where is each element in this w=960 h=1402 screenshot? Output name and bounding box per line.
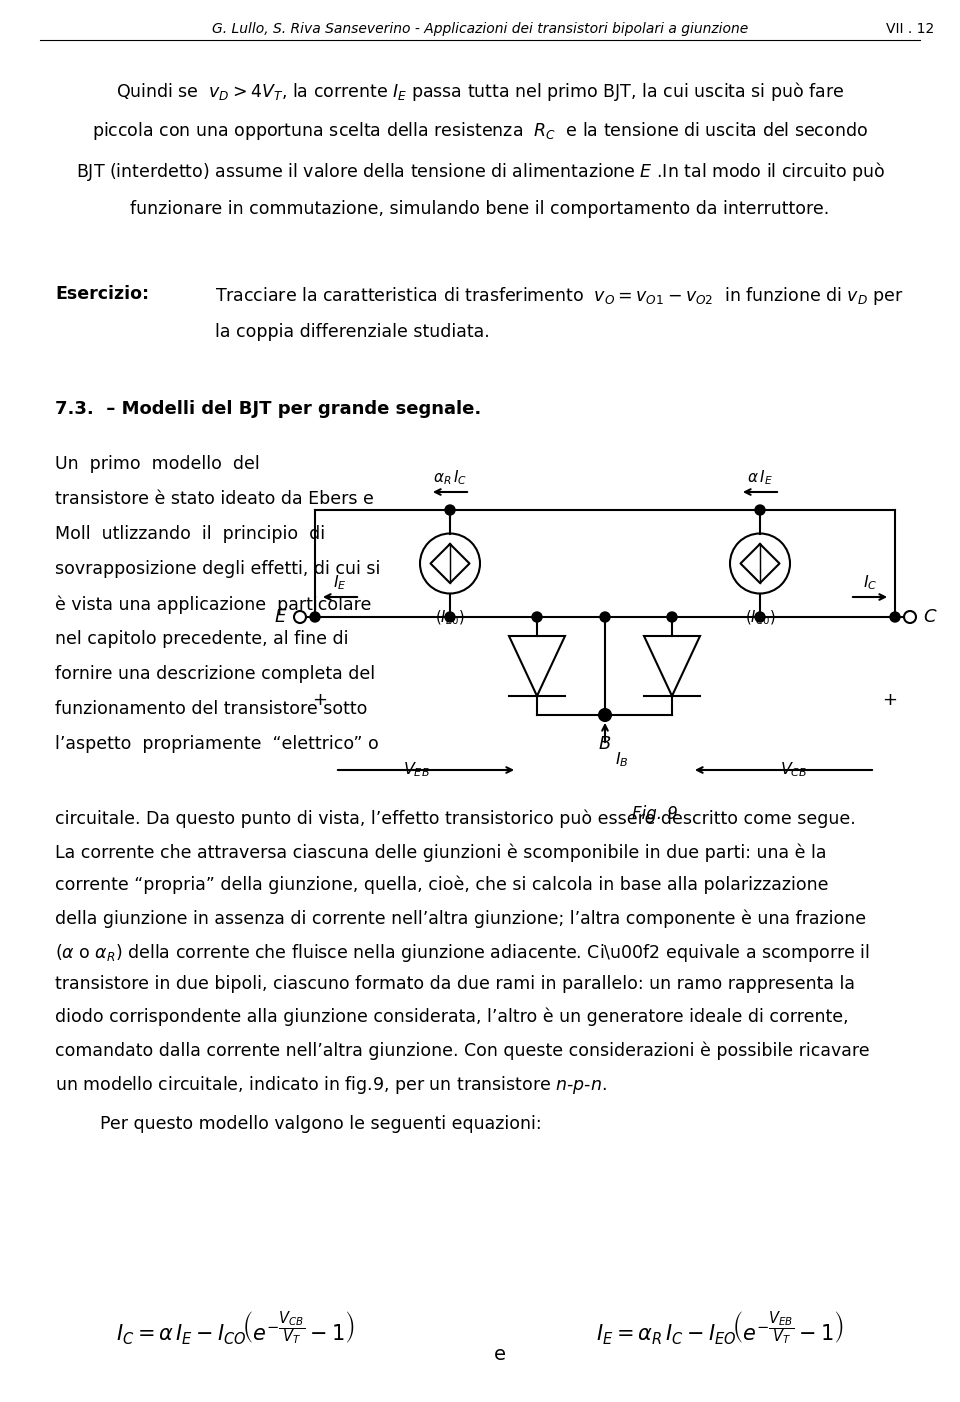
Text: $I_B$: $I_B$ [615, 750, 629, 768]
Text: Moll  utlizzando  il  principio  di: Moll utlizzando il principio di [55, 524, 325, 543]
Text: BJT (interdetto) assume il valore della tensione di alimentazione $E$ .In tal mo: BJT (interdetto) assume il valore della … [76, 160, 884, 184]
Text: $(I_{E0})$: $(I_{E0})$ [435, 608, 465, 627]
Text: circuitale. Da questo punto di vista, l’effetto transistorico può essere descrit: circuitale. Da questo punto di vista, l’… [55, 810, 855, 829]
Text: $V_{CB}$: $V_{CB}$ [780, 760, 807, 778]
Text: G. Lullo, S. Riva Sanseverino - Applicazioni dei transistori bipolari a giunzion: G. Lullo, S. Riva Sanseverino - Applicaz… [212, 22, 748, 36]
Text: l’aspetto  propriamente  “elettrico” o: l’aspetto propriamente “elettrico” o [55, 735, 379, 753]
Circle shape [532, 613, 542, 622]
Text: 7.3.  – Modelli del BJT per grande segnale.: 7.3. – Modelli del BJT per grande segnal… [55, 400, 481, 418]
Text: La corrente che attraversa ciascuna delle giunzioni è scomponibile in due parti:: La corrente che attraversa ciascuna dell… [55, 843, 827, 861]
Text: $I_C = \alpha\, I_E - I_{CO}\!\left(e^{-\dfrac{V_{CB}}{V_T}}-1\right)$: $I_C = \alpha\, I_E - I_{CO}\!\left(e^{-… [115, 1309, 354, 1349]
Text: $\alpha\, I_E$: $\alpha\, I_E$ [747, 468, 773, 486]
Text: e: e [494, 1345, 506, 1364]
Text: nel capitolo precedente, al fine di: nel capitolo precedente, al fine di [55, 629, 348, 648]
Text: $(I_{C0})$: $(I_{C0})$ [745, 608, 776, 627]
Text: $I_E$: $I_E$ [333, 573, 347, 592]
Text: $\alpha_R\, I_C$: $\alpha_R\, I_C$ [433, 468, 468, 486]
Circle shape [445, 613, 455, 622]
Text: $I_E = \alpha_R\, I_C - I_{EO}\!\left(e^{-\dfrac{V_{EB}}{V_T}}-1\right)$: $I_E = \alpha_R\, I_C - I_{EO}\!\left(e^… [596, 1309, 844, 1349]
Text: della giunzione in assenza di corrente nell’altra giunzione; l’altra componente : della giunzione in assenza di corrente n… [55, 908, 866, 928]
Text: sovrapposizione degli effetti, di cui si: sovrapposizione degli effetti, di cui si [55, 559, 380, 578]
Circle shape [600, 613, 610, 622]
Text: Un  primo  modello  del: Un primo modello del [55, 456, 260, 472]
Text: un modello circuitale, indicato in fig.9, per un transistore $n$-$p$-$n$.: un modello circuitale, indicato in fig.9… [55, 1074, 607, 1096]
Text: Quindi se  $v_D > 4V_T$, la corrente $I_E$ passa tutta nel primo BJT, la cui usc: Quindi se $v_D > 4V_T$, la corrente $I_E… [116, 80, 844, 102]
Text: $B$: $B$ [598, 735, 612, 753]
Text: diodo corrispondente alla giunzione considerata, l’altro è un generatore ideale : diodo corrispondente alla giunzione cons… [55, 1008, 849, 1026]
Text: piccola con una opportuna scelta della resistenza  $R_C$  e la tensione di uscit: piccola con una opportuna scelta della r… [92, 121, 868, 142]
Circle shape [667, 613, 677, 622]
Text: transistore è stato ideato da Ebers e: transistore è stato ideato da Ebers e [55, 491, 373, 508]
Text: funzionare in commutazione, simulando bene il comportamento da interruttore.: funzionare in commutazione, simulando be… [131, 200, 829, 217]
Text: Tracciare la caratteristica di trasferimento  $v_O = v_{O1} - v_{O2}$  in funzio: Tracciare la caratteristica di trasferim… [215, 285, 903, 307]
Text: Per questo modello valgono le seguenti equazioni:: Per questo modello valgono le seguenti e… [100, 1115, 541, 1133]
Text: $+$: $+$ [312, 691, 327, 709]
Text: $V_{EB}$: $V_{EB}$ [402, 760, 429, 778]
Text: ($\alpha$ o $\alpha_R$) della corrente che fluisce nella giunzione adiacente. Ci: ($\alpha$ o $\alpha_R$) della corrente c… [55, 942, 870, 965]
Text: Esercizio:: Esercizio: [55, 285, 149, 303]
Text: fornire una descrizione completa del: fornire una descrizione completa del [55, 665, 375, 683]
Text: comandato dalla corrente nell’altra giunzione. Con queste considerazioni è possi: comandato dalla corrente nell’altra giun… [55, 1042, 870, 1060]
Text: la coppia differenziale studiata.: la coppia differenziale studiata. [215, 322, 490, 341]
Text: $I_C$: $I_C$ [863, 573, 877, 592]
Text: è vista una applicazione  particolare: è vista una applicazione particolare [55, 594, 372, 614]
Circle shape [755, 613, 765, 622]
Text: VII . 12: VII . 12 [886, 22, 934, 36]
Text: $+$: $+$ [882, 691, 898, 709]
Circle shape [310, 613, 320, 622]
Circle shape [445, 505, 455, 515]
Circle shape [755, 505, 765, 515]
Text: transistore in due bipoli, ciascuno formato da due rami in parallelo: un ramo ra: transistore in due bipoli, ciascuno form… [55, 974, 855, 993]
Text: Fig. 9: Fig. 9 [632, 805, 678, 823]
Circle shape [600, 709, 610, 721]
Circle shape [890, 613, 900, 622]
Text: $E$: $E$ [274, 608, 287, 627]
Text: corrente “propria” della giunzione, quella, cioè, che si calcola in base alla po: corrente “propria” della giunzione, quel… [55, 876, 828, 894]
Text: $C$: $C$ [923, 608, 938, 627]
Text: funzionamento del transistore sotto: funzionamento del transistore sotto [55, 700, 368, 718]
